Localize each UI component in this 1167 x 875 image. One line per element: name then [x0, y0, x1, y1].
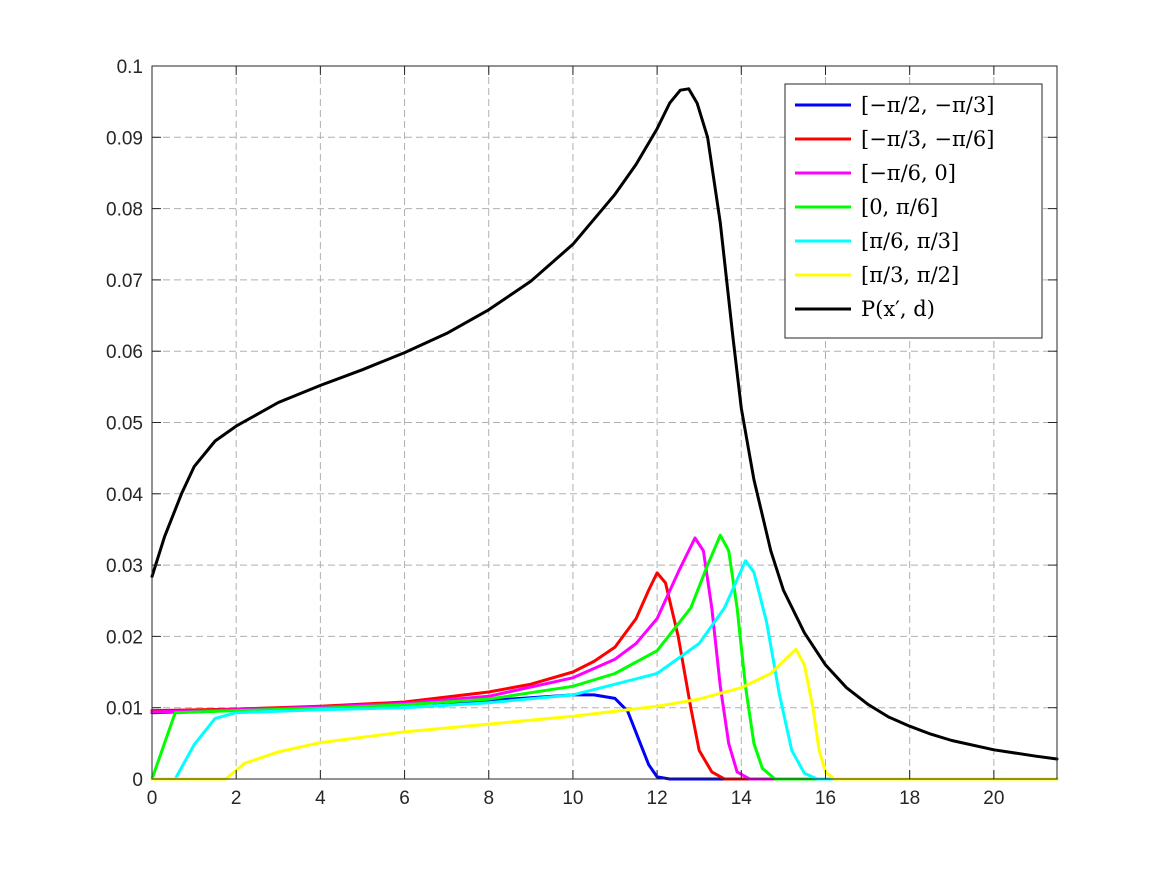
y-tick-label: 0.04 — [106, 485, 143, 506]
x-tick-label: 20 — [983, 788, 1004, 809]
y-tick-label: 0.06 — [106, 342, 143, 363]
legend: [−π/2, −π/3] [−π/3, −π/6] [−π/6, 0] [0, π/6… — [784, 83, 1043, 339]
y-tick-label: 0.08 — [106, 200, 143, 221]
legend-label: P(x′, d) — [861, 297, 935, 321]
x-tick-label: 8 — [483, 788, 494, 809]
legend-label: [−π/6, 0] — [861, 161, 956, 185]
grid — [152, 66, 1057, 779]
y-tick-label: 0.1 — [117, 57, 143, 78]
y-tick-label: 0.01 — [106, 699, 143, 720]
x-tick-label: 0 — [147, 788, 158, 809]
legend-box — [784, 83, 1043, 339]
x-tick-label: 18 — [899, 788, 920, 809]
y-tick-label: 0.05 — [106, 414, 143, 435]
y-tick-label: 0.03 — [106, 556, 143, 577]
y-tick-label: 0.07 — [106, 271, 143, 292]
series-line — [150, 87, 1059, 761]
x-tick-label: 16 — [815, 788, 836, 809]
series-line — [150, 647, 1059, 781]
y-tick-label: 0.02 — [106, 627, 143, 648]
x-tick-label: 4 — [315, 788, 326, 809]
axis-ticks: 0 2 4 6 8 10 12 14 16 18 20 0 0.01 0.02 0.03 0.04 0.05 0.… — [106, 57, 1057, 809]
x-tick-label: 12 — [647, 788, 668, 809]
series-line — [173, 559, 1059, 781]
x-tick-label: 10 — [562, 788, 583, 809]
x-tick-label: 2 — [231, 788, 242, 809]
legend-label: [−π/2, −π/3] — [861, 93, 994, 117]
legend-label: [π/3, π/2] — [861, 263, 959, 287]
x-tick-label: 14 — [731, 788, 753, 809]
legend-label: [0, π/6] — [861, 195, 938, 219]
series-lines — [150, 87, 1059, 781]
x-tick-label: 6 — [399, 788, 410, 809]
legend-label: [−π/3, −π/6] — [861, 127, 994, 151]
y-tick-label: 0 — [132, 770, 143, 791]
legend-label: [π/6, π/3] — [861, 229, 959, 253]
y-tick-label: 0.09 — [106, 128, 143, 149]
